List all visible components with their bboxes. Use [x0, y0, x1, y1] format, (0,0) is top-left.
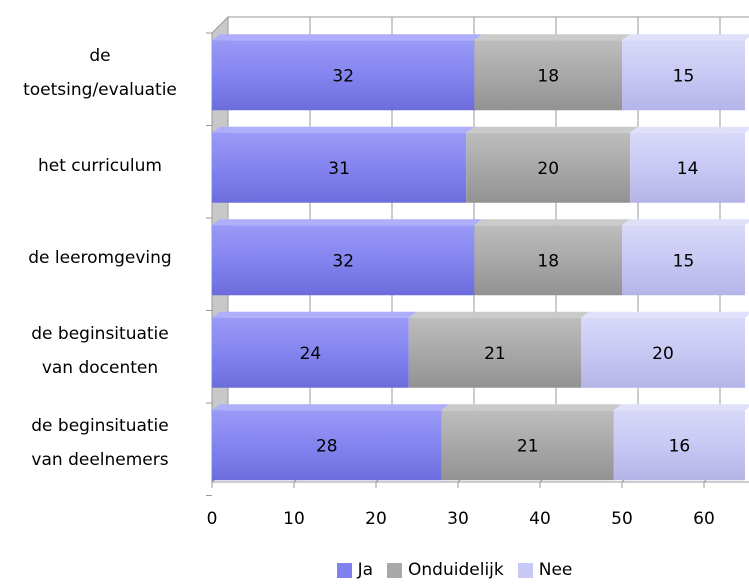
data-label: 32: [332, 251, 354, 271]
bar-nee-3: [581, 317, 745, 388]
data-label: 18: [537, 66, 559, 86]
category-label-line: de beginsituatie: [31, 323, 169, 344]
bar-onduidelijk-3: [408, 317, 581, 388]
bar-ja-0: [212, 40, 475, 111]
bar-top-face: [613, 404, 749, 411]
legend-item-onduidelijk: Onduidelijk: [387, 560, 504, 580]
x-axis: 0 10 20 30 40 50 60: [207, 481, 749, 529]
bar-top-face: [466, 126, 639, 133]
category-label-line: de leeromgeving: [28, 248, 172, 269]
bars: 32 18 15 31 20 14 32 18 15 24 21 20 28 21 16: [212, 34, 749, 481]
x-tick-label: 40: [529, 509, 551, 529]
x-tick-label: 60: [693, 509, 715, 529]
data-label: 15: [673, 66, 695, 86]
bar-top-face: [474, 34, 630, 41]
category-label: de toetsing/evaluatie: [0, 39, 200, 107]
legend-label-ja: Ja: [357, 560, 374, 580]
bar-top-face: [581, 311, 749, 318]
data-label: 24: [300, 344, 322, 364]
legend-item-ja: Ja: [336, 560, 374, 580]
bar-top-face: [622, 34, 749, 41]
bar-nee-4: [613, 410, 745, 481]
legend-label-nee: Nee: [538, 560, 573, 580]
legend-swatch-onduidelijk: [387, 562, 403, 578]
bar-top-face: [630, 126, 749, 133]
bar-top-face: [212, 34, 483, 41]
x-tick-label: 30: [447, 509, 469, 529]
bar-top-face: [474, 219, 630, 226]
bar-onduidelijk-1: [466, 132, 631, 203]
legend-swatch-ja: [336, 562, 352, 578]
bar-top-face: [212, 126, 475, 133]
bar-nee-1: [630, 132, 745, 203]
bar-top-face: [212, 311, 417, 318]
bar-top-face: [212, 219, 483, 226]
x-tick-label: 50: [611, 509, 633, 529]
data-label: 21: [517, 436, 539, 456]
data-label: 32: [332, 66, 354, 86]
category-label-line: de beginsituatie: [31, 416, 169, 437]
category-label-line: het curriculum: [37, 155, 162, 176]
bar-nee-2: [622, 225, 745, 296]
data-label: 18: [537, 251, 559, 271]
bar-ja-2: [212, 225, 475, 296]
category-label: de beginsituatie van deelnemers: [0, 409, 200, 477]
category-label: de leeromgeving: [0, 241, 200, 275]
legend: Ja Onduidelijk Nee: [0, 560, 749, 580]
bar-top-face: [408, 311, 589, 318]
data-label: 15: [673, 251, 695, 271]
bar-nee-0: [622, 40, 745, 111]
x-tick-label: 0: [207, 509, 218, 529]
bar-ja-1: [212, 132, 467, 203]
category-label-line: van docenten: [41, 357, 159, 378]
bar-onduidelijk-0: [474, 40, 622, 111]
bar-onduidelijk-4: [441, 410, 614, 481]
data-label: 20: [652, 344, 674, 364]
data-label: 28: [316, 436, 338, 456]
legend-label-onduidelijk: Onduidelijk: [408, 560, 504, 580]
data-label: 14: [677, 159, 699, 179]
data-label: 21: [484, 344, 506, 364]
data-label: 16: [669, 436, 691, 456]
bar-onduidelijk-2: [474, 225, 622, 296]
bar-ja-3: [212, 317, 409, 388]
bar-ja-4: [212, 410, 442, 481]
legend-item-nee: Nee: [517, 560, 573, 580]
category-label-line: de: [89, 46, 111, 67]
x-tick-label: 20: [365, 509, 387, 529]
bar-top-face: [212, 404, 450, 411]
category-label-line: toetsing/evaluatie: [23, 80, 177, 101]
legend-swatch-nee: [517, 562, 533, 578]
bar-top-face: [622, 219, 749, 226]
x-tick-label: 10: [283, 509, 305, 529]
category-label: de beginsituatie van docenten: [0, 317, 200, 385]
data-label: 31: [328, 159, 350, 179]
category-label-line: van deelnemers: [31, 450, 169, 471]
chart-canvas: 32 18 15 31 20 14 32 18 15 24 21 20 28 21 16 0 10 20 30 40…: [206, 15, 749, 529]
category-label: het curriculum: [0, 149, 200, 183]
bar-top-face: [441, 404, 622, 411]
data-label: 20: [537, 159, 559, 179]
